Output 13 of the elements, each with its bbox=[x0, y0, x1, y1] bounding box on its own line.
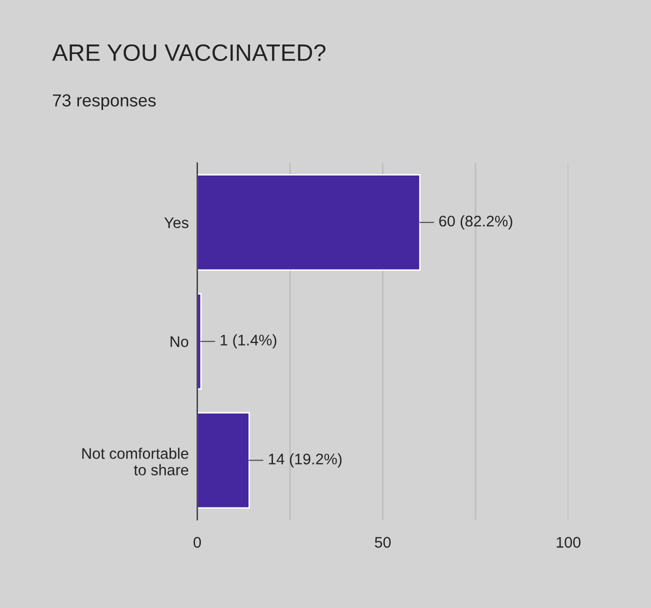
y-tick-label: No bbox=[170, 336, 188, 348]
x-tick-label: 50 bbox=[374, 536, 391, 548]
bar bbox=[197, 412, 250, 509]
x-tick-label: 0 bbox=[194, 536, 201, 548]
data-label: 60 (82.2%) bbox=[439, 215, 512, 230]
chart-title: ARE YOU VACCINATED? bbox=[52, 44, 326, 62]
chart-subtitle: 73 responses bbox=[52, 94, 156, 110]
bar bbox=[197, 174, 421, 271]
y-tick-label: Yes bbox=[164, 217, 188, 228]
data-label: 1 (1.4%) bbox=[220, 334, 276, 349]
x-tick-label: 100 bbox=[556, 536, 580, 548]
y-tick-label: Not comfortable to share bbox=[82, 448, 188, 476]
data-label: 14 (19.2%) bbox=[268, 453, 342, 468]
